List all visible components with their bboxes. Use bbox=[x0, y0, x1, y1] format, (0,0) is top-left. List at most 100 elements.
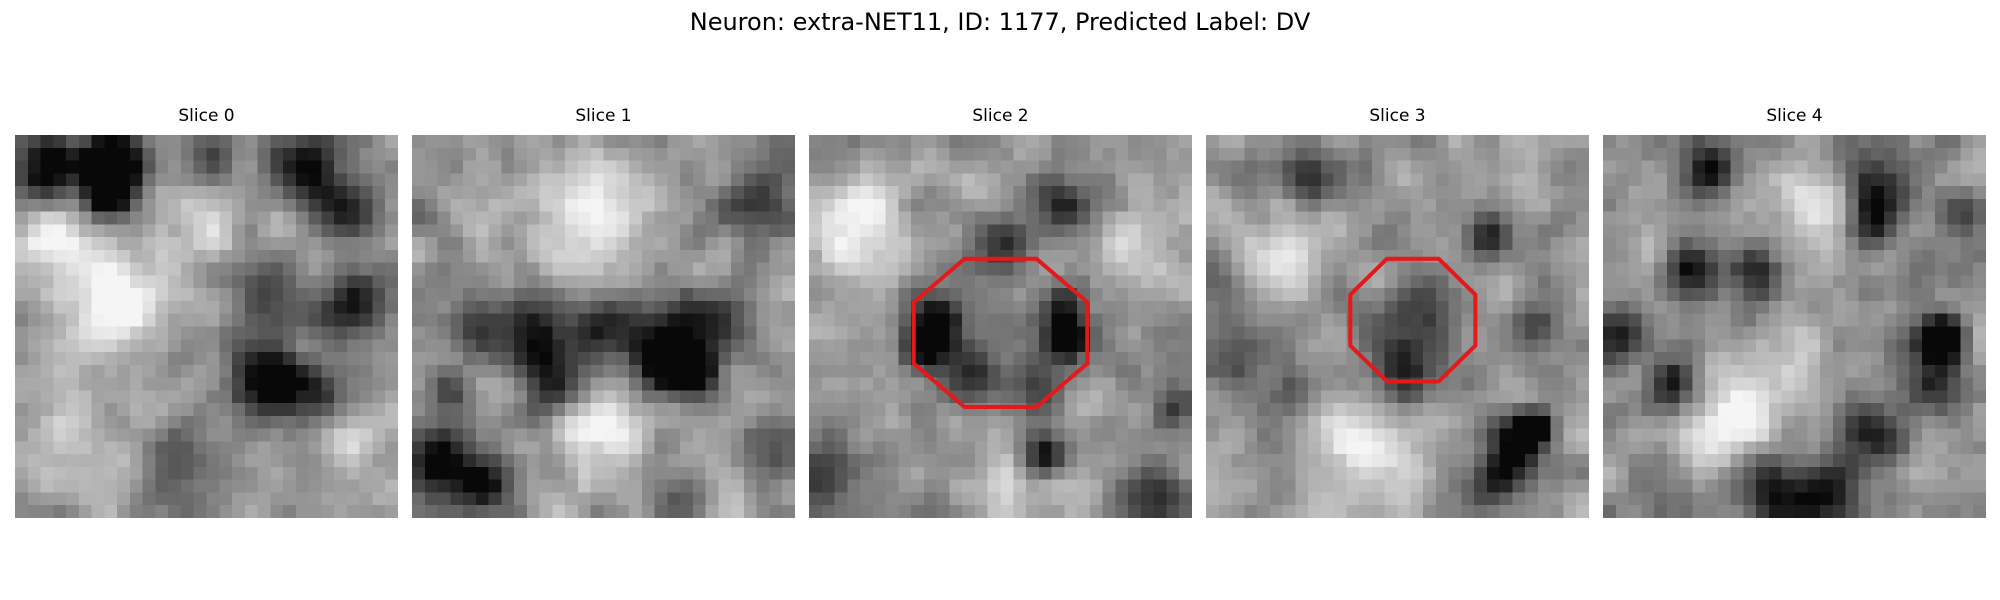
pixel-cell bbox=[1269, 224, 1283, 238]
pixel-cell bbox=[1244, 237, 1258, 251]
pixel-cell bbox=[680, 454, 694, 468]
pixel-cell bbox=[590, 237, 604, 251]
pixel-cell bbox=[385, 492, 398, 506]
pixel-cell bbox=[539, 135, 553, 149]
pixel-cell bbox=[53, 135, 67, 149]
pixel-cell bbox=[911, 262, 925, 276]
pixel-cell bbox=[1883, 454, 1897, 468]
pixel-cell bbox=[1871, 326, 1885, 340]
pixel-cell bbox=[501, 249, 515, 263]
pixel-cell bbox=[129, 300, 143, 314]
pixel-cell bbox=[1257, 441, 1271, 455]
pixel-cell bbox=[809, 173, 823, 187]
pixel-cell bbox=[308, 160, 322, 174]
pixel-cell bbox=[1026, 352, 1040, 366]
pixel-cell bbox=[15, 147, 29, 161]
pixel-cell bbox=[424, 415, 438, 429]
pixel-cell bbox=[987, 364, 1001, 378]
pixel-cell bbox=[1166, 415, 1180, 429]
pixel-cell bbox=[1077, 135, 1091, 149]
pixel-cell bbox=[15, 237, 29, 251]
pixel-cell bbox=[1410, 288, 1424, 302]
pixel-cell bbox=[372, 479, 386, 493]
pixel-cell bbox=[1384, 186, 1398, 200]
pixel-cell bbox=[1794, 352, 1808, 366]
pixel-cell bbox=[911, 377, 925, 391]
pixel-cell bbox=[1115, 211, 1129, 225]
pixel-cell bbox=[206, 147, 220, 161]
pixel-cell bbox=[834, 198, 848, 212]
pixel-cell bbox=[1922, 300, 1936, 314]
pixel-cell bbox=[1013, 377, 1027, 391]
pixel-cell bbox=[1654, 339, 1668, 353]
pixel-cell bbox=[1359, 492, 1373, 506]
pixel-cell bbox=[91, 352, 105, 366]
pixel-cell bbox=[450, 492, 464, 506]
pixel-cell bbox=[821, 198, 835, 212]
pixel-cell bbox=[1486, 403, 1500, 417]
pixel-cell bbox=[117, 211, 131, 225]
pixel-cell bbox=[1231, 211, 1245, 225]
pixel-cell bbox=[1333, 160, 1347, 174]
pixel-cell bbox=[1128, 262, 1142, 276]
pixel-cell bbox=[1730, 135, 1744, 149]
pixel-cell bbox=[1320, 275, 1334, 289]
pixel-cell bbox=[1654, 211, 1668, 225]
pixel-cell bbox=[1206, 466, 1220, 480]
pixel-cell bbox=[1486, 173, 1500, 187]
pixel-cell bbox=[1807, 454, 1821, 468]
pixel-cell bbox=[475, 147, 489, 161]
pixel-cell bbox=[1947, 479, 1961, 493]
pixel-cell bbox=[283, 173, 297, 187]
pixel-cell bbox=[1077, 505, 1091, 518]
pixel-cell bbox=[590, 135, 604, 149]
pixel-cell bbox=[847, 288, 861, 302]
pixel-cell bbox=[1832, 352, 1846, 366]
pixel-cell bbox=[283, 147, 297, 161]
pixel-cell bbox=[1346, 160, 1360, 174]
pixel-cell bbox=[1768, 224, 1782, 238]
pixel-cell bbox=[514, 364, 528, 378]
pixel-cell bbox=[1820, 173, 1834, 187]
pixel-cell bbox=[488, 224, 502, 238]
pixel-cell bbox=[1641, 441, 1655, 455]
pixel-cell bbox=[27, 326, 41, 340]
pixel-cell bbox=[475, 377, 489, 391]
pixel-cell bbox=[1705, 415, 1719, 429]
pixel-cell bbox=[1397, 364, 1411, 378]
pixel-cell bbox=[1384, 339, 1398, 353]
pixel-cell bbox=[629, 249, 643, 263]
pixel-cell bbox=[129, 262, 143, 276]
pixel-cell bbox=[40, 288, 54, 302]
pixel-cell bbox=[552, 479, 566, 493]
pixel-cell bbox=[1486, 441, 1500, 455]
pixel-cell bbox=[1717, 288, 1731, 302]
pixel-cell bbox=[1654, 135, 1668, 149]
pixel-cell bbox=[372, 224, 386, 238]
pixel-cell bbox=[15, 160, 29, 174]
pixel-cell bbox=[1000, 135, 1014, 149]
pixel-cell bbox=[1615, 415, 1629, 429]
pixel-cell bbox=[1166, 339, 1180, 353]
pixel-cell bbox=[782, 135, 795, 149]
pixel-cell bbox=[1308, 326, 1322, 340]
pixel-cell bbox=[53, 326, 67, 340]
pixel-cell bbox=[949, 173, 963, 187]
pixel-cell bbox=[385, 415, 398, 429]
pixel-cell bbox=[936, 326, 950, 340]
pixel-cell bbox=[1717, 505, 1731, 518]
pixel-cell bbox=[1768, 352, 1782, 366]
pixel-cell bbox=[1641, 377, 1655, 391]
pixel-cell bbox=[526, 300, 540, 314]
pixel-cell bbox=[1397, 237, 1411, 251]
pixel-cell bbox=[117, 364, 131, 378]
pixel-cell bbox=[1641, 135, 1655, 149]
pixel-cell bbox=[1550, 288, 1564, 302]
pixel-cell bbox=[488, 428, 502, 442]
pixel-cell bbox=[885, 249, 899, 263]
pixel-cell bbox=[1756, 186, 1770, 200]
pixel-cell bbox=[1845, 505, 1859, 518]
pixel-cell bbox=[1231, 147, 1245, 161]
pixel-cell bbox=[66, 300, 80, 314]
pixel-cell bbox=[834, 186, 848, 200]
